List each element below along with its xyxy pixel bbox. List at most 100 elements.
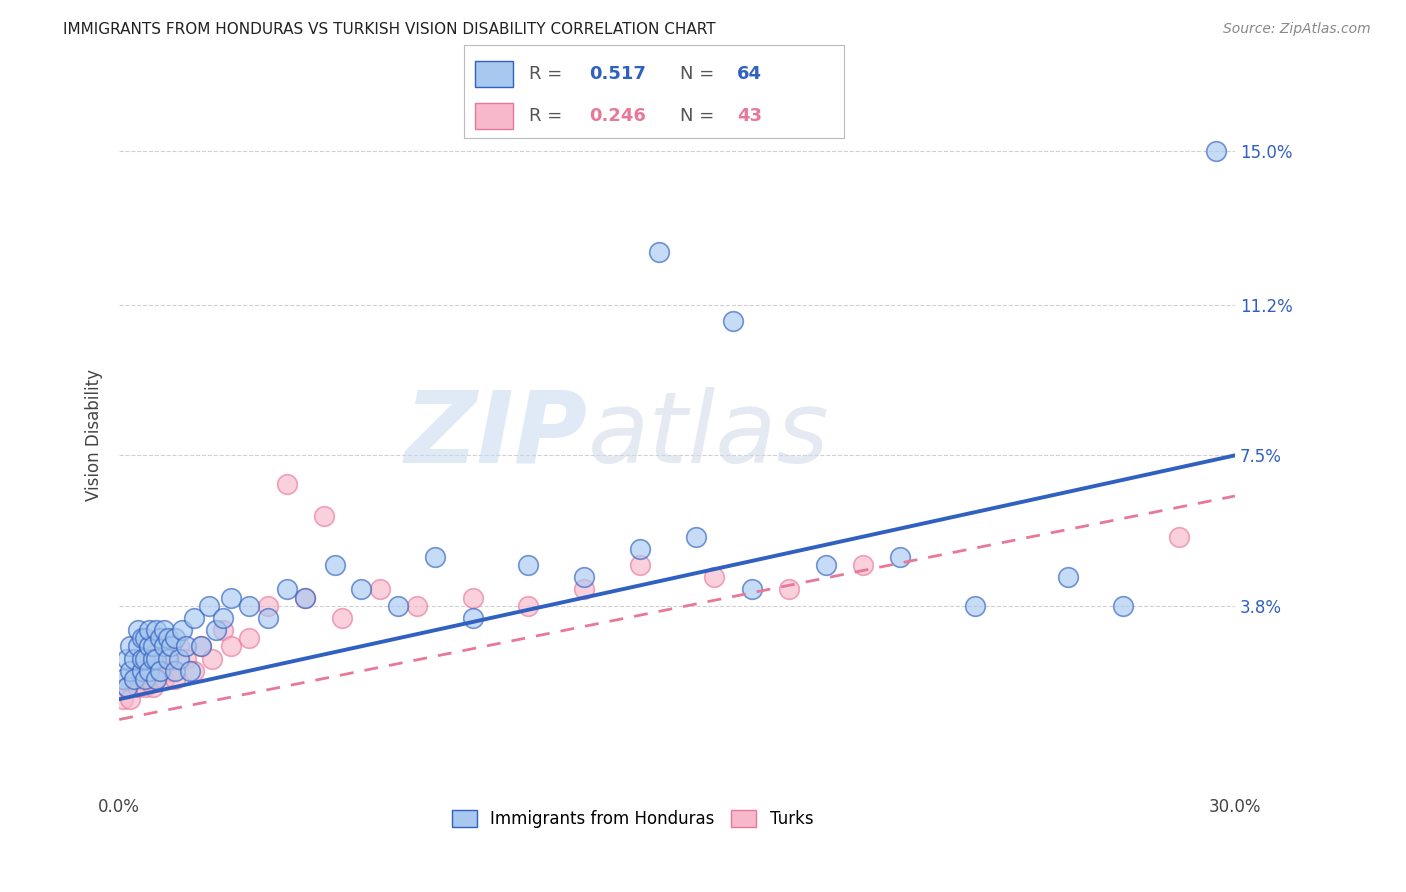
Point [183,664,205,678]
Point [122,651,145,665]
Point [131,632,153,646]
Point [276,582,298,597]
Text: N =: N = [681,107,720,125]
Point [238,632,260,646]
Y-axis label: Vision Disability: Vision Disability [86,369,103,501]
Point [115,680,138,694]
Point [134,680,156,694]
Point [276,476,298,491]
Point [332,611,354,625]
Point [156,651,179,665]
Point [257,611,280,625]
Point [111,672,134,686]
Text: ZIP: ZIP [405,386,588,483]
Point [160,640,183,654]
Point [368,582,391,597]
Point [127,623,149,637]
Point [572,570,595,584]
Point [628,558,651,573]
Point [131,672,153,686]
Point [115,680,138,694]
Point [312,509,335,524]
Point [149,664,172,678]
Text: R =: R = [529,107,568,125]
Point [461,611,484,625]
Point [145,672,167,686]
Point [156,651,179,665]
Text: atlas: atlas [588,386,830,483]
Point [142,640,165,654]
Point [142,651,165,665]
Point [153,623,176,637]
Point [294,591,316,605]
Point [149,632,172,646]
Point [461,591,484,605]
Point [1205,144,1227,158]
Text: N =: N = [681,64,720,83]
Point [120,692,142,706]
Point [131,651,153,665]
Point [134,651,156,665]
Point [156,632,179,646]
Text: 43: 43 [737,107,762,125]
Text: IMMIGRANTS FROM HONDURAS VS TURKISH VISION DISABILITY CORRELATION CHART: IMMIGRANTS FROM HONDURAS VS TURKISH VISI… [63,22,716,37]
Point [685,530,707,544]
Point [174,640,197,654]
Point [517,558,540,573]
Point [142,664,165,678]
Point [165,664,187,678]
Point [219,640,242,654]
Point [138,664,160,678]
Point [145,672,167,686]
Point [212,623,235,637]
Point [167,640,190,654]
Point [814,558,837,573]
Point [212,611,235,625]
Point [425,549,447,564]
Point [190,640,212,654]
Point [145,651,167,665]
Point [572,582,595,597]
Point [138,672,160,686]
Text: 0.246: 0.246 [589,107,647,125]
Point [127,640,149,654]
Point [179,664,201,678]
Point [153,640,176,654]
Point [149,640,172,654]
Point [852,558,875,573]
Point [138,640,160,654]
Text: 0.517: 0.517 [589,64,647,83]
Point [1112,599,1135,613]
Point [257,599,280,613]
Point [138,623,160,637]
Point [174,651,197,665]
Point [127,680,149,694]
Point [183,611,205,625]
Point [120,640,142,654]
Point [740,582,762,597]
Point [120,664,142,678]
Point [145,651,167,665]
Point [134,672,156,686]
Point [134,664,156,678]
Point [721,314,744,328]
Point [628,541,651,556]
FancyBboxPatch shape [475,61,513,87]
Point [160,664,183,678]
Point [197,599,219,613]
Point [131,664,153,678]
Point [323,558,346,573]
Point [153,672,176,686]
Point [167,651,190,665]
Legend: Immigrants from Honduras, Turks: Immigrants from Honduras, Turks [446,803,820,834]
Point [201,651,224,665]
Point [138,651,160,665]
Point [172,623,194,637]
Point [122,672,145,686]
Point [122,672,145,686]
Point [703,570,725,584]
Point [142,680,165,694]
Point [1168,530,1191,544]
Point [778,582,800,597]
Point [165,632,187,646]
